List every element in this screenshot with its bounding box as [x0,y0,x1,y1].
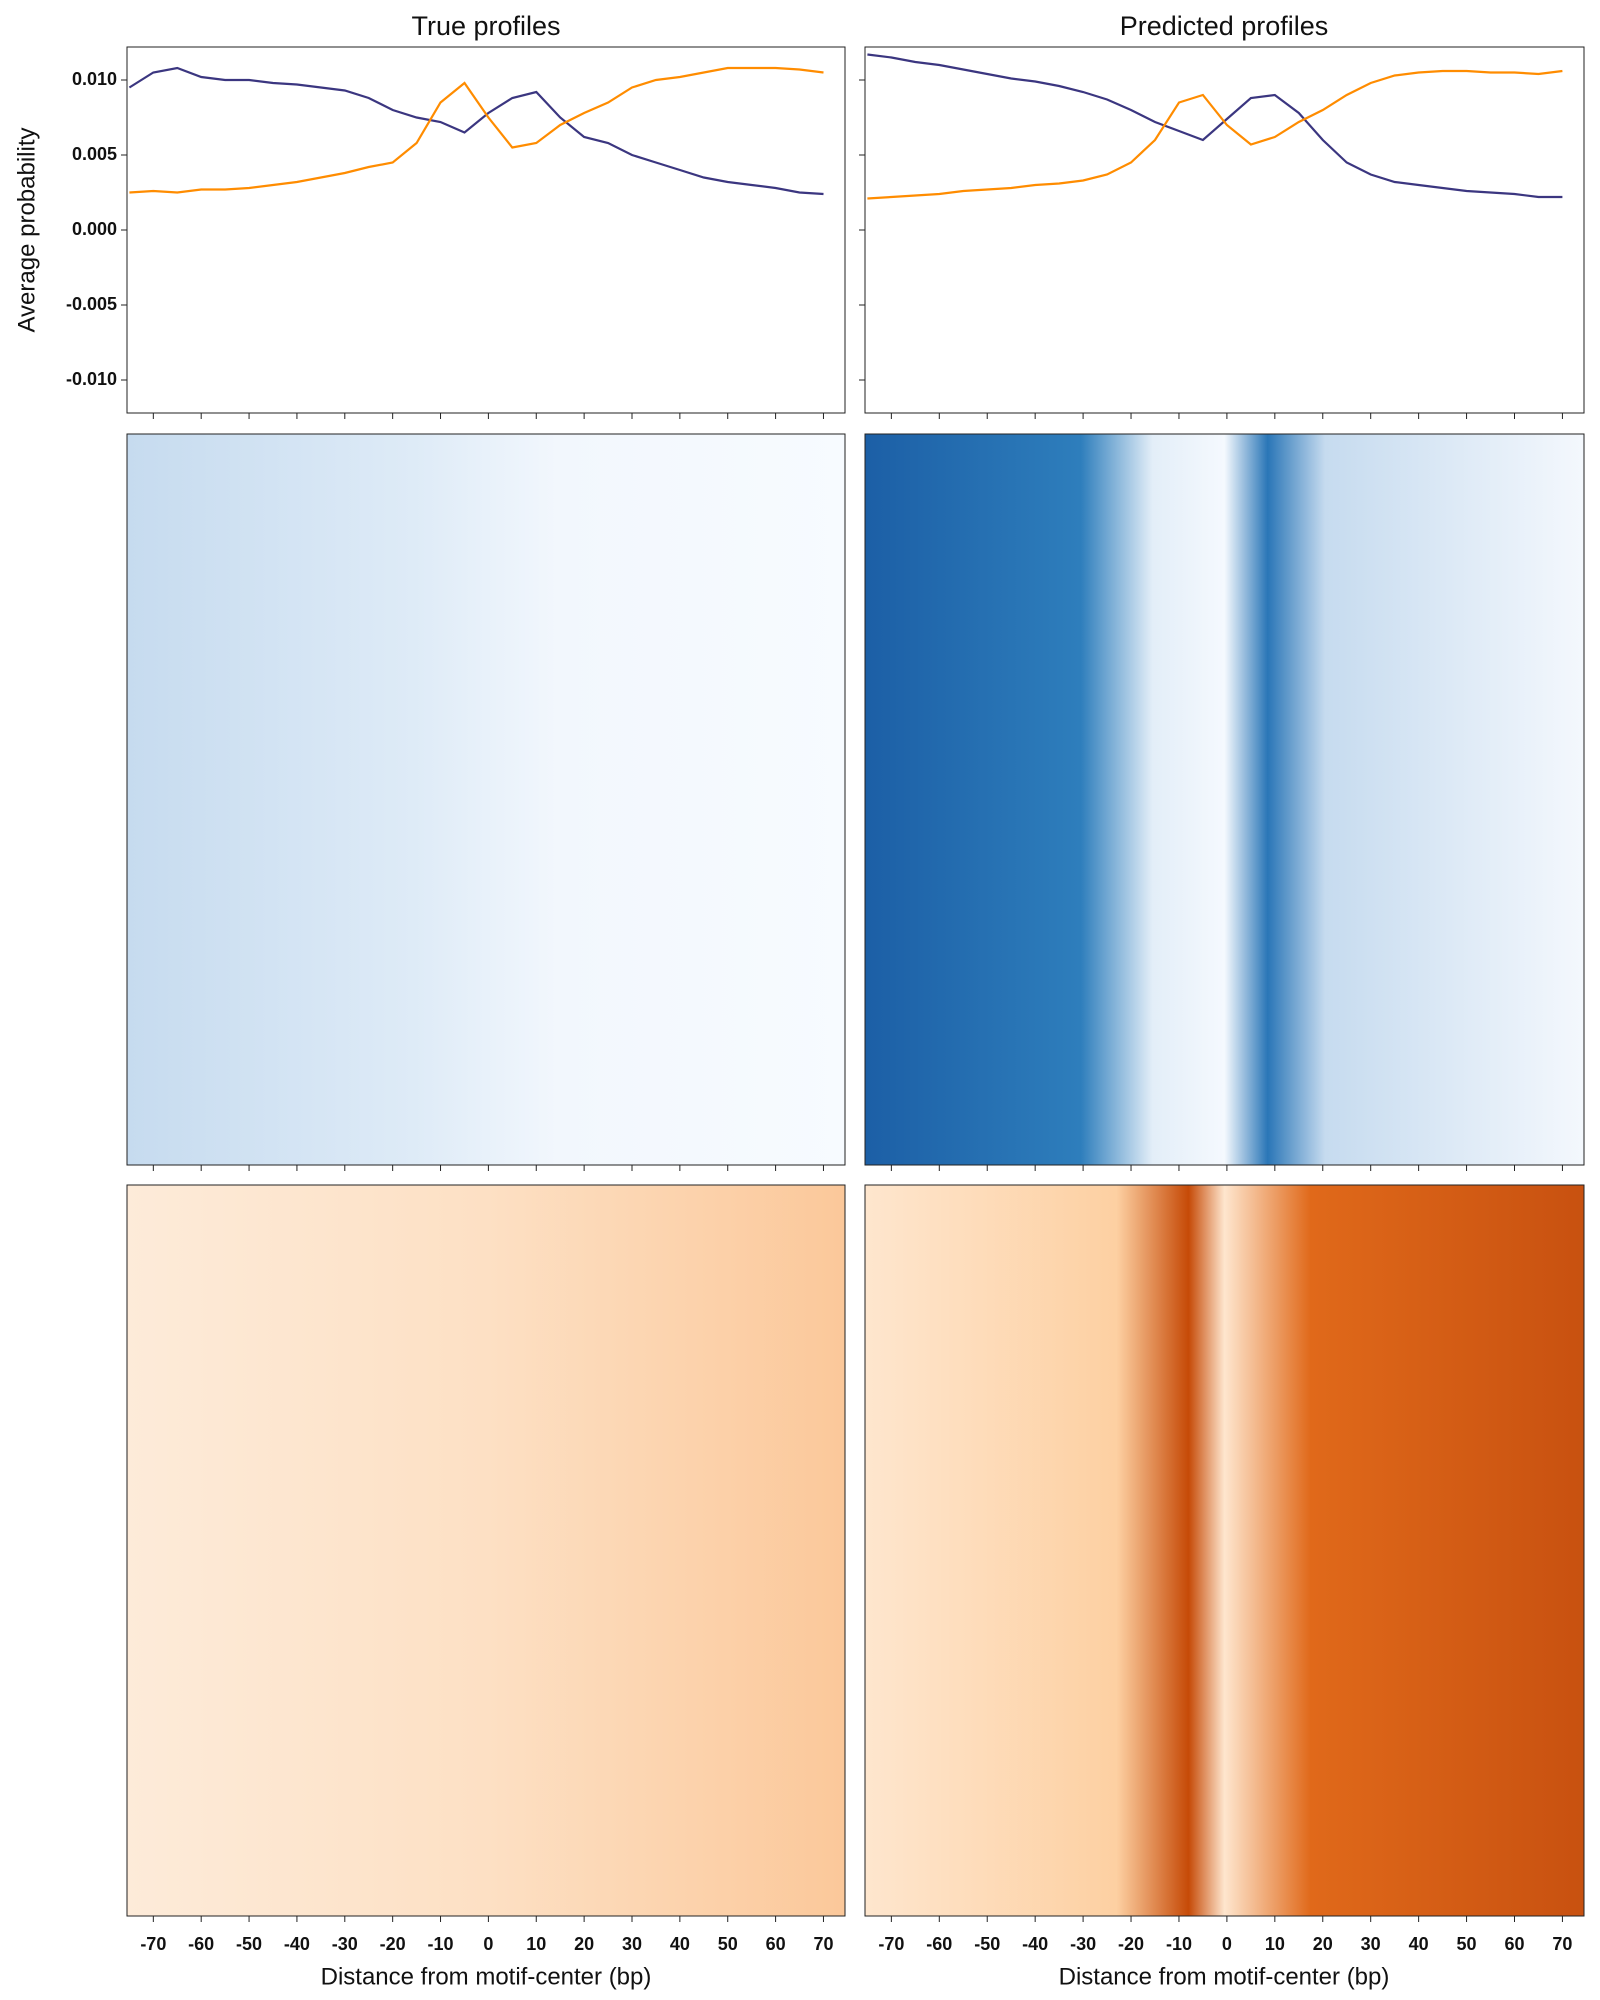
y-tick-label: -0.010 [66,369,117,389]
x-tick-label: 60 [1504,1934,1524,1954]
x-tick-label: -50 [236,1934,262,1954]
x-tick-label: 30 [622,1934,642,1954]
x-tick-label: -70 [878,1934,904,1954]
line [867,69,1563,200]
x-tick-label: 20 [1313,1934,1333,1954]
line [129,66,824,194]
x-tick-label: -20 [1118,1934,1144,1954]
x-tick-label: -40 [1022,1934,1048,1954]
x-tick-label: -70 [140,1934,166,1954]
heatmaps [126,433,1585,1917]
y-axis-label: Average probability [13,127,40,332]
heatmap [864,1184,1585,1917]
x-tick-label: -40 [284,1934,310,1954]
heatmap [864,433,1585,1166]
plot-frame [126,46,846,414]
heatmap [126,1184,846,1917]
x-axis-label: Distance from motif-center (bp) [1059,1963,1390,1990]
x-tick-label: 10 [1265,1934,1285,1954]
x-tick-label: 50 [1457,1934,1477,1954]
x-tick-label: 70 [813,1934,833,1954]
x-tick-label: -30 [332,1934,358,1954]
x-tick-label: 0 [1222,1934,1232,1954]
y-tick-label: -0.005 [66,294,117,314]
x-axis-label: Distance from motif-center (bp) [321,1963,652,1990]
plot-frame [864,46,1585,414]
heatmap [126,433,846,1166]
x-tick-label: 40 [1409,1934,1429,1954]
panel-title: Predicted profiles [1120,11,1329,41]
y-tick-label: 0.005 [72,144,117,164]
x-tick-label: 0 [483,1934,493,1954]
x-tick-label: 10 [526,1934,546,1954]
y-tick-label: 0.010 [72,69,117,89]
x-tick-label: -10 [1166,1934,1192,1954]
x-tick-label: 20 [574,1934,594,1954]
x-tick-label: -20 [380,1934,406,1954]
x-tick-label: 70 [1552,1934,1572,1954]
x-tick-label: 60 [766,1934,786,1954]
panel-title: True profiles [411,11,560,41]
line [128,66,824,196]
x-tick-label: 50 [718,1934,738,1954]
x-tick-label: 30 [1361,1934,1381,1954]
x-tick-label: -50 [974,1934,1000,1954]
x-tick-label: -30 [1070,1934,1096,1954]
x-tick-label: -60 [926,1934,952,1954]
x-tick-label: 40 [670,1934,690,1954]
x-tick-label: -10 [428,1934,454,1954]
line [867,53,1563,199]
x-tick-label: -60 [188,1934,214,1954]
y-tick-label: 0.000 [72,219,117,239]
